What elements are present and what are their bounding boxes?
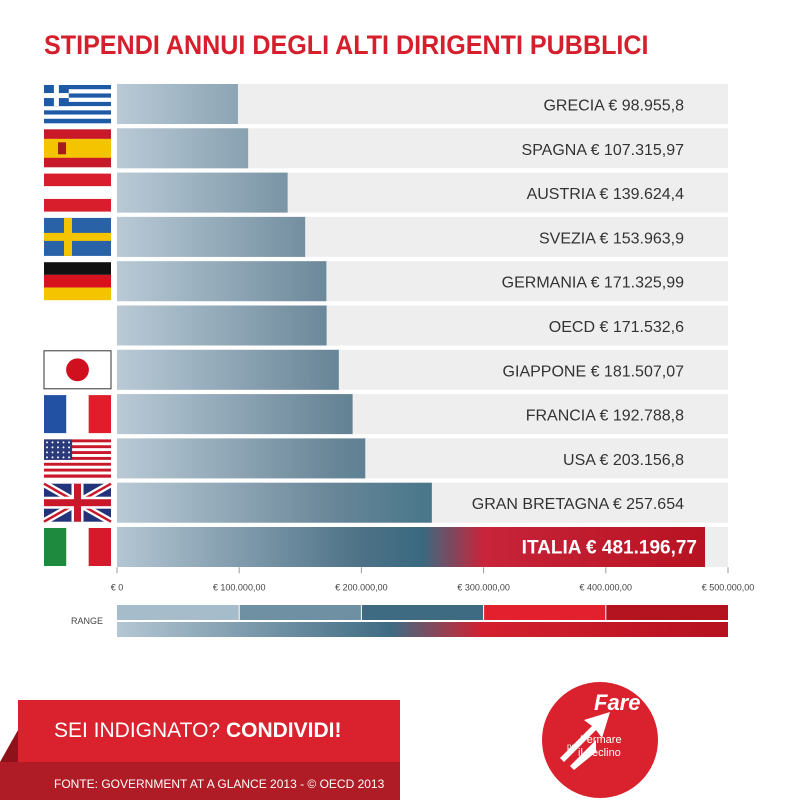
- logo-circle: [542, 682, 658, 798]
- range-segment: [605, 605, 728, 620]
- japan-flag: [43, 350, 112, 390]
- italy-flag: [44, 528, 111, 566]
- banner-source-strip: [0, 762, 400, 800]
- range-segment: [483, 605, 606, 620]
- x-tick-label: € 300.000,00: [457, 582, 510, 592]
- logo-per: per: [567, 742, 579, 751]
- bar-germania: [117, 261, 327, 302]
- range-gradient: [117, 622, 728, 637]
- fare-logo[interactable]: [540, 680, 660, 800]
- source-note: FONTE: GOVERNMENT AT A GLANCE 2013 - © O…: [54, 777, 385, 791]
- x-tick-label: € 200.000,00: [335, 582, 388, 592]
- bar-austria: [117, 172, 288, 213]
- logo-word: Fare: [594, 690, 641, 715]
- x-tick-label: € 100.000,00: [213, 582, 266, 592]
- bar-grecia: [117, 84, 238, 124]
- share-call-to-action[interactable]: SEI INDIGNATO? CONDIVIDI!: [54, 719, 341, 743]
- bar-usa: [117, 438, 366, 479]
- bar-francia: [117, 394, 353, 435]
- austria-flag: [44, 173, 111, 212]
- bar-label: GERMANIA € 171.325,99: [502, 275, 684, 292]
- sweden-flag: [44, 217, 111, 256]
- bar-label: GRECIA € 98.955,8: [543, 98, 684, 115]
- x-tick-label: € 400.000,00: [580, 582, 633, 592]
- france-flag: [44, 395, 111, 434]
- x-tick-label: € 0: [111, 582, 124, 592]
- banner-main: [18, 700, 400, 762]
- arrow-icon: [560, 712, 610, 770]
- range-label: RANGE: [71, 616, 103, 626]
- bar-label: AUSTRIA € 139.624,4: [527, 186, 685, 203]
- bar-svezia: [117, 216, 306, 257]
- bar-label: OECD € 171.532,6: [549, 319, 684, 336]
- bar-gran-bretagna: [117, 482, 432, 523]
- bar-oecd: [117, 305, 327, 346]
- bar-label: ITALIA € 481.196,77: [522, 538, 697, 559]
- range-segment: [239, 605, 362, 620]
- banner-share-word: CONDIVIDI!: [225, 719, 342, 742]
- logo-subtitle-line2: il declino: [578, 747, 621, 759]
- banner-fold: [0, 730, 18, 762]
- range-segment: [361, 605, 484, 620]
- bar-label: GIAPPONE € 181.507,07: [503, 363, 685, 380]
- banner-question: SEI INDIGNATO?: [54, 719, 226, 742]
- logo-subtitle-line1: Fermare: [580, 734, 622, 746]
- bar-label: GRAN BRETAGNA € 257.654: [472, 496, 684, 513]
- greece-flag: [44, 85, 111, 124]
- usa-flag: [44, 439, 111, 478]
- bar-giappone: [117, 349, 339, 390]
- x-tick-label: € 500.000,00: [702, 582, 755, 592]
- bar-spagna: [117, 128, 249, 169]
- chart-title: STIPENDI ANNUI DEGLI ALTI DIRIGENTI PUBB…: [44, 30, 649, 60]
- share-banner[interactable]: SEI INDIGNATO? CONDIVIDI!: [0, 700, 400, 800]
- bar-label: FRANCIA € 192.788,8: [526, 408, 684, 425]
- bar-chart: GRECIA € 98.955,8 SPAGNA € 107.315,97 AUST…: [42, 84, 755, 637]
- bar-italia: [117, 527, 706, 567]
- bar-label: SVEZIA € 153.963,9: [539, 230, 684, 247]
- bar-label: SPAGNA € 107.315,97: [522, 142, 685, 159]
- bar-label: USA € 203.156,8: [563, 452, 684, 469]
- uk-flag: [42, 480, 113, 525]
- germany-flag: [44, 262, 111, 301]
- range-segment: [117, 605, 240, 620]
- spain-flag: [44, 129, 111, 168]
